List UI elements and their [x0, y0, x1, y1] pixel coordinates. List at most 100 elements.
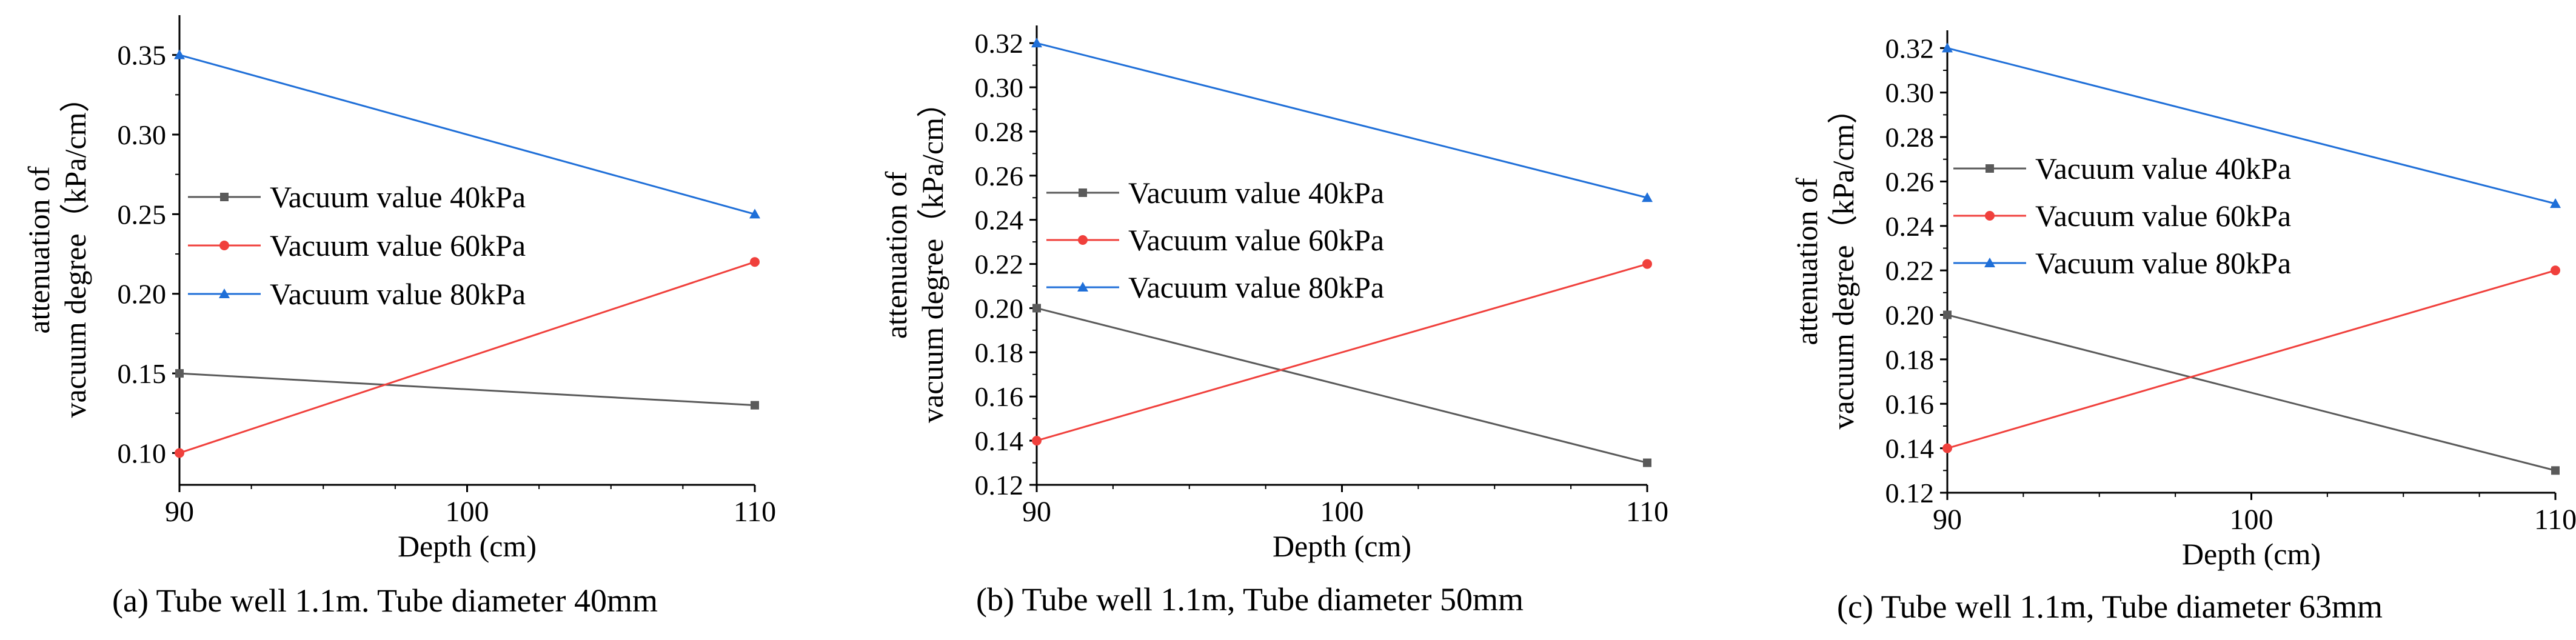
series-line [1947, 47, 2556, 205]
legend-swatch-marker [1078, 235, 1088, 245]
y-tick-label: 0.30 [118, 119, 167, 150]
data-point [1031, 38, 1042, 48]
y-tick-label: 0.18 [975, 337, 1024, 368]
legend-swatch-marker [1079, 188, 1087, 197]
legend-label: Vacuum value 60kPa [1128, 223, 1384, 257]
y-tick-label: 0.26 [1885, 166, 1935, 197]
series-line [1947, 314, 2556, 472]
data-point [1942, 42, 1953, 53]
y-tick-label: 0.12 [975, 470, 1024, 501]
y-tick-label: 0.18 [1885, 344, 1935, 375]
chart-panel-a: 0.10 0.15 0.20 0.25 0.30 0.35 90 100 110 Depth (c… [0, 0, 849, 640]
y-tick-label: 0.14 [975, 425, 1024, 456]
chart-panel-b: 0.12 0.14 0.16 0.18 0.20 0.22 0.24 0.26 0.28 0.30… [849, 0, 1710, 640]
y-tick-label: 0.25 [118, 199, 167, 230]
x-axis-title: Depth (cm) [2182, 537, 2321, 571]
y-tick-label: 0.28 [975, 116, 1024, 147]
chart-c: 0.12 0.14 0.16 0.18 0.20 0.22 0.24 0.26 0.28 0.30… [1790, 30, 2576, 571]
legend-label: Vacuum value 40kPa [1128, 176, 1384, 210]
legend-label: Vacuum value 40kPa [2035, 152, 2291, 185]
data-point [1943, 310, 1952, 319]
chart-caption-b: (b) Tube well 1.1m, Tube diameter 50mm [976, 581, 1524, 618]
y-tick-label: 0.35 [118, 40, 167, 71]
series-line [179, 261, 755, 454]
legend-swatch-marker [220, 193, 229, 201]
x-tick-label: 110 [1626, 496, 1668, 528]
x-axis-title: Depth (cm) [398, 529, 537, 563]
y-axis-title-line2: vacuum degree（kPa/cm） [58, 82, 92, 418]
chart-caption-c: (c) Tube well 1.1m, Tube diameter 63mm [1837, 588, 2383, 625]
data-point [2551, 466, 2560, 475]
x-tick-label: 90 [165, 496, 194, 528]
data-point [175, 448, 184, 458]
y-tick-label: 0.24 [1885, 211, 1935, 242]
x-tick-label: 110 [734, 496, 776, 528]
data-point [1642, 192, 1653, 202]
legend-swatch-marker [1985, 211, 1995, 221]
chart-b: 0.12 0.14 0.16 0.18 0.20 0.22 0.24 0.26 0.28 0.30… [879, 25, 1668, 563]
y-tick-label: 0.15 [118, 358, 167, 389]
series-line [179, 54, 755, 215]
y-axis-title-line2: vacuum degree（kPa/cm） [915, 87, 949, 423]
data-point [2550, 198, 2561, 208]
legend-label: Vacuum value 60kPa [2035, 199, 2291, 233]
x-tick-label: 90 [1933, 504, 1962, 536]
legend-swatch-marker [219, 241, 229, 250]
y-axis-title-line1: attenuation of [879, 172, 913, 339]
legend-swatch-marker [219, 288, 230, 298]
x-tick-label: 90 [1022, 496, 1051, 528]
data-point [1032, 304, 1041, 313]
legend-label: Vacuum value 80kPa [1128, 270, 1384, 304]
series-line [1036, 307, 1648, 464]
legend-label: Vacuum value 80kPa [2035, 246, 2291, 280]
legend-swatch-marker [1986, 164, 1994, 173]
y-axis-title-line1: attenuation of [22, 166, 56, 334]
data-point [174, 49, 185, 59]
y-tick-label: 0.28 [1885, 122, 1935, 153]
y-tick-label: 0.20 [118, 279, 167, 310]
y-tick-label: 0.22 [1885, 255, 1935, 286]
legend-label: Vacuum value 80kPa [270, 277, 526, 311]
data-point [750, 257, 760, 267]
y-tick-label: 0.12 [1885, 478, 1935, 508]
y-tick-label: 0.16 [1885, 388, 1935, 419]
x-tick-label: 100 [446, 496, 489, 528]
legend-swatch-marker [1077, 282, 1088, 292]
data-point [751, 401, 759, 410]
series-line [1947, 269, 2556, 450]
y-tick-label: 0.10 [118, 438, 167, 468]
data-point [1642, 259, 1652, 269]
y-tick-label: 0.14 [1885, 433, 1935, 464]
legend-label: Vacuum value 60kPa [270, 228, 526, 262]
data-point [1942, 443, 1952, 453]
data-point [1032, 436, 1042, 446]
y-tick-label: 0.24 [975, 205, 1024, 236]
data-point [2551, 265, 2560, 276]
x-tick-label: 100 [2230, 504, 2273, 536]
data-point [175, 369, 184, 378]
x-tick-label: 110 [2534, 504, 2576, 536]
y-tick-label: 0.26 [975, 161, 1024, 192]
chart-caption-a: (a) Tube well 1.1m. Tube diameter 40mm [112, 582, 658, 619]
data-point [749, 208, 760, 219]
y-tick-label: 0.16 [975, 381, 1024, 412]
x-axis-title: Depth (cm) [1273, 529, 1411, 563]
legend-label: Vacuum value 40kPa [270, 180, 526, 214]
y-tick-label: 0.22 [975, 249, 1024, 280]
y-tick-label: 0.32 [975, 28, 1024, 59]
y-tick-label: 0.20 [975, 293, 1024, 324]
x-tick-label: 100 [1320, 496, 1364, 528]
y-tick-label: 0.20 [1885, 300, 1935, 331]
y-tick-label: 0.32 [1885, 33, 1935, 64]
y-axis-title-line1: attenuation of [1790, 178, 1824, 345]
legend-swatch-marker [1984, 258, 1995, 267]
series-line [1036, 263, 1648, 442]
y-tick-label: 0.30 [1885, 78, 1935, 108]
y-axis-title-line2: vacuum degree（kPa/cm） [1826, 94, 1860, 430]
series-line [179, 372, 755, 407]
chart-panel-c: 0.12 0.14 0.16 0.18 0.20 0.22 0.24 0.26 0.28 0.30… [1716, 0, 2576, 640]
series-line [1036, 42, 1648, 199]
data-point [1643, 458, 1651, 467]
chart-a: 0.10 0.15 0.20 0.25 0.30 0.35 90 100 110 Depth (c… [22, 15, 776, 563]
y-tick-label: 0.30 [975, 72, 1024, 103]
